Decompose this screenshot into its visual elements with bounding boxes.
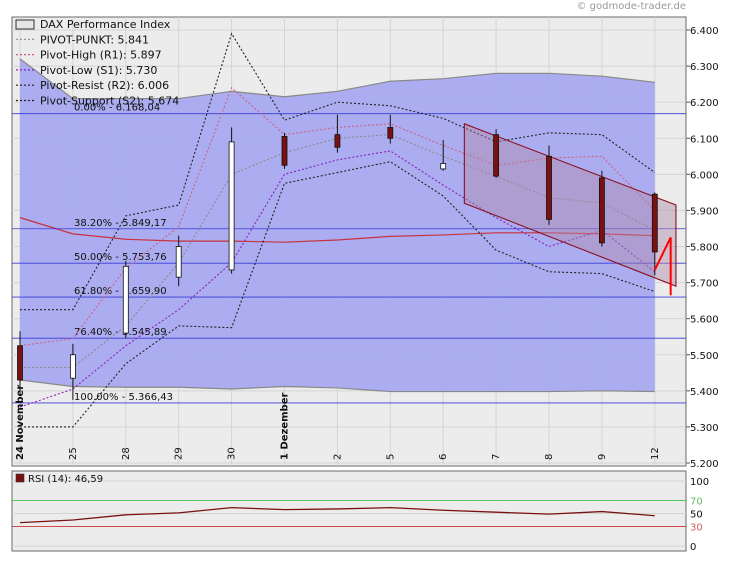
legend-label: Pivot-Low (S1): 5.730 <box>40 64 157 77</box>
rsi-label: RSI (14): 46,59 <box>28 474 103 485</box>
candle-body <box>334 134 341 148</box>
x-tick-label: 12 <box>650 447 661 460</box>
candle-body <box>387 127 394 139</box>
legend-label: Pivot-High (R1): 5.897 <box>40 49 162 62</box>
x-tick-label: 24 November <box>15 385 26 460</box>
rsi-tick-label: 50 <box>690 510 703 521</box>
candle-body <box>175 246 182 278</box>
y-tick-label: 5.400 <box>690 387 719 398</box>
legend-label: Pivot-Support (S2): 5.674 <box>40 95 179 108</box>
fib-label: 38.20% - 5.849,17 <box>74 218 167 229</box>
y-tick-label: 5.900 <box>690 206 719 217</box>
x-tick-label: 29 <box>174 447 185 460</box>
fib-label: 76.40% - 5.545,89 <box>74 327 167 338</box>
x-tick-label: 6 <box>438 454 449 460</box>
arrow-line <box>653 237 672 296</box>
candle-body <box>281 136 288 166</box>
fib-label: 0.00% - 6.168,04 <box>74 103 160 114</box>
legend-label: Pivot-Resist (R2): 6.006 <box>40 79 169 92</box>
y-tick-label: 6.000 <box>690 170 719 181</box>
rsi-tick-label: 0 <box>690 542 696 553</box>
watermark: © godmode-trader.de <box>576 1 687 12</box>
y-tick-label: 6.400 <box>690 26 719 37</box>
candle-body <box>17 345 23 381</box>
bollinger-upper <box>19 58 655 100</box>
fib-label: 50.00% - 5.753,76 <box>74 252 167 263</box>
legend-swatch <box>15 19 35 30</box>
rsi-swatch <box>15 473 25 483</box>
legend-label: PIVOT-PUNKT: 5.841 <box>40 33 149 46</box>
rsi-tick-label: 30 <box>690 523 703 534</box>
x-tick-label: 7 <box>491 454 502 460</box>
candle-body <box>651 193 658 253</box>
fibonacci-levels: 0.00% - 6.168,04 38.20% - 5.849,17 50.00% … <box>12 103 686 404</box>
red-arrow <box>653 237 672 296</box>
x-tick-label: 28 <box>121 447 132 460</box>
x-tick-label: 9 <box>597 454 608 460</box>
candle-body <box>546 155 552 220</box>
bollinger-lower <box>19 379 655 393</box>
legend-label: DAX Performance Index <box>40 18 171 31</box>
pivot-line <box>20 32 656 311</box>
candle-body <box>70 354 76 379</box>
y-tick-label: 5.800 <box>690 243 719 254</box>
trend-channel <box>463 123 677 287</box>
rsi-panel <box>11 470 687 552</box>
y-tick-label: 5.700 <box>690 279 719 290</box>
candle-body <box>228 141 235 271</box>
channel-area <box>463 123 677 287</box>
y-tick-label: 5.500 <box>690 351 719 362</box>
legend: DAX Performance Index PIVOT-PUNKT: 5.841 P… <box>15 18 179 108</box>
candle-body <box>493 134 500 177</box>
x-tick-label: 2 <box>332 454 343 460</box>
x-axis: 24 November 25 28 29 30 1 Dezember 2 5 6 7 8 9 12 <box>15 385 661 460</box>
rsi-tick-label: 100 <box>690 477 709 488</box>
y-tick-label: 5.200 <box>690 459 719 470</box>
rsi-tick-label: 70 <box>690 497 703 508</box>
bollinger-middle <box>19 217 655 243</box>
x-tick-label: 5 <box>385 454 396 460</box>
fib-label: 61.80% - 5.659,90 <box>74 286 167 297</box>
candle-body <box>599 177 605 244</box>
pivot-line <box>20 161 655 428</box>
y-tick-label: 5.300 <box>690 423 719 434</box>
rsi-line <box>19 506 655 524</box>
y-tick-label: 6.100 <box>690 134 719 145</box>
fib-label: 100.00% - 5.366,43 <box>74 392 173 403</box>
y-tick-label: 5.600 <box>690 315 719 326</box>
y-tick-label: 6.300 <box>690 62 719 73</box>
y-tick-label: 6.200 <box>690 98 719 109</box>
x-tick-label: 30 <box>227 447 238 460</box>
candle-body <box>440 163 447 170</box>
x-tick-label: 1 Dezember <box>280 393 291 460</box>
candlesticks <box>17 114 658 400</box>
x-tick-label: 8 <box>544 454 555 460</box>
x-tick-label: 25 <box>68 447 79 460</box>
y-axis: 6.400 6.300 6.200 6.100 6.000 5.900 5.800 5.700… <box>686 26 719 470</box>
candle-body <box>122 265 129 334</box>
pivot-line <box>19 150 656 408</box>
rsi-indicator: 100 70 50 30 0 RSI (14): 46,59 <box>12 473 709 553</box>
